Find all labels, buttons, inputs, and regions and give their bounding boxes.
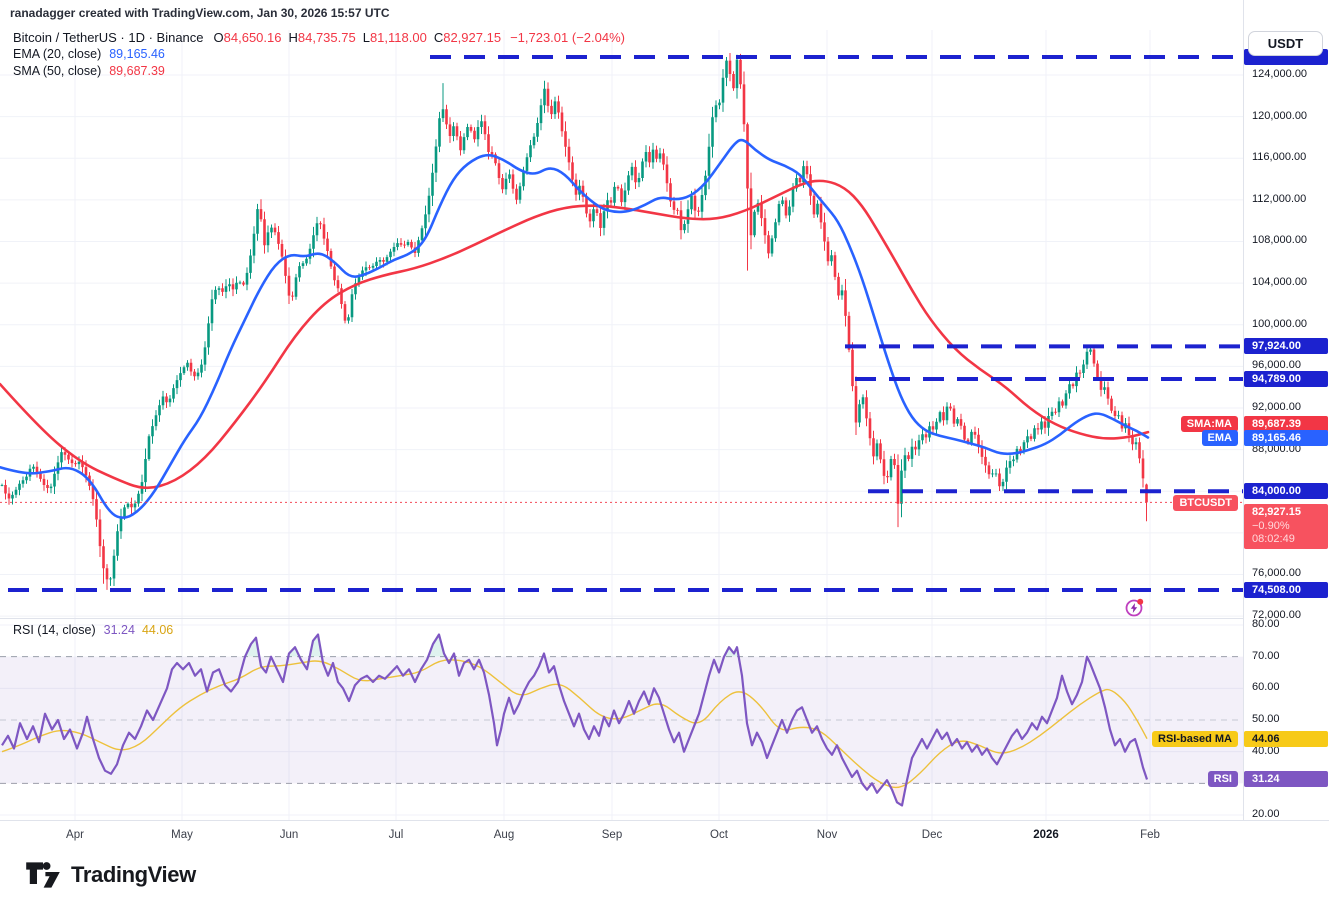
price-axis[interactable]: USDT 124,000.00 120,000.00 116,000.00 112,0… [1243,0,1329,851]
candle-bodies-up [0,59,1138,580]
time-label-Jul: Jul [388,829,404,841]
time-label-Dec: Dec [921,829,943,841]
symbol-name-tag: BTCUSDT [1173,495,1238,512]
open-value: 84,650.16 [223,30,282,45]
price-tick: 72,000.00 [1252,609,1301,622]
time-label-2026: 2026 [1033,829,1059,841]
time-label-Oct: Oct [710,829,728,841]
symbol-legend-row: Bitcoin / TetherUS · 1D · Binance O84,650… [13,29,625,46]
rsi-line [1,633,1149,807]
time-label-Aug: Aug [493,829,515,841]
time-label-Nov: Nov [816,829,838,841]
rsi-label: RSI (14, close) [13,623,96,637]
ema-legend-row: EMA (20, close) 89,165.46 [13,46,625,63]
low-label: L [362,30,370,45]
rsi-tick: 60.00 [1252,681,1280,694]
currency-button[interactable]: USDT [1248,31,1323,56]
rsi-ma-name-tag: RSI-based MA [1152,730,1238,747]
price-tick: 104,000.00 [1252,276,1308,289]
price-tick: 120,000.00 [1252,109,1308,122]
level-label-97924: 97,924.00 [1244,338,1328,355]
price-tick: 124,000.00 [1252,68,1308,80]
rsi-legend-row: RSI (14, close) 31.24 44.06 [13,622,173,639]
level-label-84000: 84,000.00 [1244,483,1328,500]
rsi-tick: 50.00 [1252,713,1280,725]
open-label: O [213,30,224,45]
high-label: H [288,30,298,45]
candle-bodies-down [4,59,1148,580]
close-label: C [433,30,444,45]
time-label-May: May [171,829,193,841]
time-label-Sep: Sep [601,829,623,841]
symbol-title: Bitcoin / TetherUS · 1D · Binance [13,30,204,45]
high-value: 84,735.75 [297,30,356,45]
tradingview-logo: TradingView [25,860,196,890]
candle-wicks-up [1,54,1137,586]
pane-separator[interactable] [0,618,1329,619]
rsi-tick: 40.00 [1252,744,1280,757]
sma-price-label: 89,687.39 [1244,416,1328,433]
watermark: ranadagger created with TradingView.com,… [10,6,390,20]
price-tick: 96,000.00 [1252,359,1301,372]
price-tick: 100,000.00 [1252,317,1308,330]
rsi-value-label: 31.24 [1244,771,1328,788]
ema-value: 89,165.46 [109,47,165,61]
rsi-value: 31.24 [103,623,135,637]
rsi-name-tag: RSI [1207,771,1238,788]
time-label-Jun: Jun [279,829,299,841]
rsi-tick: 80.00 [1252,618,1280,630]
tradingview-logo-text: TradingView [71,862,196,887]
sma-label: SMA (50, close) [13,64,102,78]
time-axis[interactable]: Apr May Jun Jul Aug Sep Oct Nov Dec 2026 Feb [0,820,1329,852]
ema-price-label: 89,165.46 [1244,430,1328,447]
price-tick: 108,000.00 [1252,234,1308,247]
level-label-94789: 94,789.00 [1244,370,1328,387]
tradingview-logo-mark [26,862,60,888]
rsi-tick: 20.00 [1252,808,1280,820]
price-tick: 112,000.00 [1252,192,1307,205]
ema-name-tag: EMA [1201,430,1238,447]
legend-main: Bitcoin / TetherUS · 1D · Binance O84,650… [13,29,625,80]
time-label-Feb: Feb [1140,829,1160,841]
rsi-fill [245,634,739,657]
ema-label: EMA (20, close) [13,47,102,61]
price-tick: 92,000.00 [1252,400,1301,413]
last-price-label: 82,927.15 −0.90% 08:02:49 [1244,504,1328,549]
rsi-tick: 70.00 [1252,649,1280,662]
sma-legend-row: SMA (50, close) 89,687.39 [13,63,625,80]
sma-name-tag: SMA:MA [1180,416,1238,433]
chart-canvas[interactable] [0,0,1329,851]
price-tick: 76,000.00 [1252,567,1301,580]
close-value: 82,927.15 [443,30,502,45]
low-value: 81,118.00 [369,30,427,45]
lightning-icon[interactable] [1125,598,1144,617]
rsi-ma-value-label: 44.06 [1244,730,1328,747]
level-label-74508: 74,508.00 [1244,582,1328,598]
change-value: −1,723.01 (−2.04%) [510,30,625,45]
rsi-ma-value: 44.06 [141,623,174,637]
sma-value: 89,687.39 [109,64,165,78]
sma-50-line [0,179,1150,490]
ema-20-line [0,138,1150,519]
rsi-fill [862,783,907,806]
candle-wicks-down [5,53,1147,590]
price-tick: 116,000.00 [1252,151,1307,164]
time-label-Apr: Apr [66,829,84,841]
